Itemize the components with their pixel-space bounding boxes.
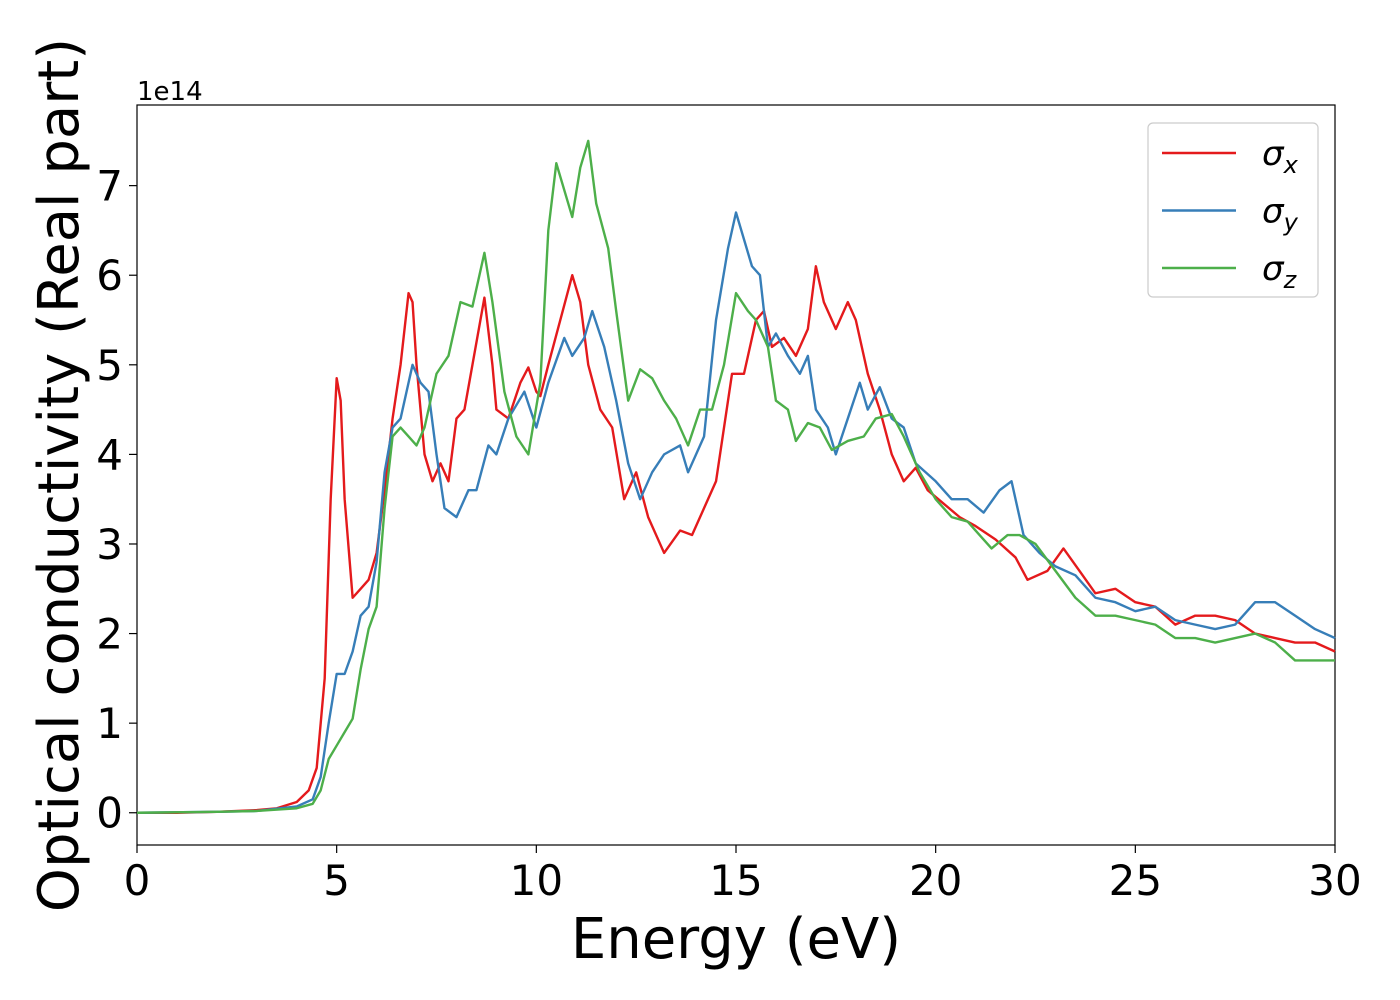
y-tick-label: 2 (96, 610, 123, 659)
x-tick-label: 10 (510, 856, 563, 905)
y-tick-label: 1 (96, 699, 123, 748)
x-tick-label: 5 (323, 856, 350, 905)
legend-label: σz (1262, 249, 1298, 294)
series-line (136, 139, 1335, 814)
y-tick-label: 3 (96, 520, 123, 569)
legend-label: σy (1262, 192, 1299, 237)
y-axis-label: Optical conductivity (Real part) (27, 38, 92, 912)
offset-text: 1e14 (137, 77, 203, 107)
x-tick-label: 20 (909, 856, 962, 905)
y-tick-label: 4 (96, 430, 123, 479)
x-tick-label: 15 (709, 856, 762, 905)
x-tick-label: 25 (1109, 856, 1162, 905)
y-tick-label: 0 (96, 789, 123, 838)
y-tick-label: 5 (96, 341, 123, 390)
lines (136, 139, 1336, 814)
series-line (136, 211, 1336, 814)
y-tick-label: 7 (96, 162, 123, 211)
legend-label: σx (1262, 134, 1299, 179)
series-line (137, 265, 1336, 814)
x-tick-label: 0 (124, 856, 151, 905)
y-tick-label: 6 (96, 251, 123, 300)
x-axis-label: Energy (eV) (571, 907, 901, 972)
x-tick-label: 30 (1308, 856, 1361, 905)
